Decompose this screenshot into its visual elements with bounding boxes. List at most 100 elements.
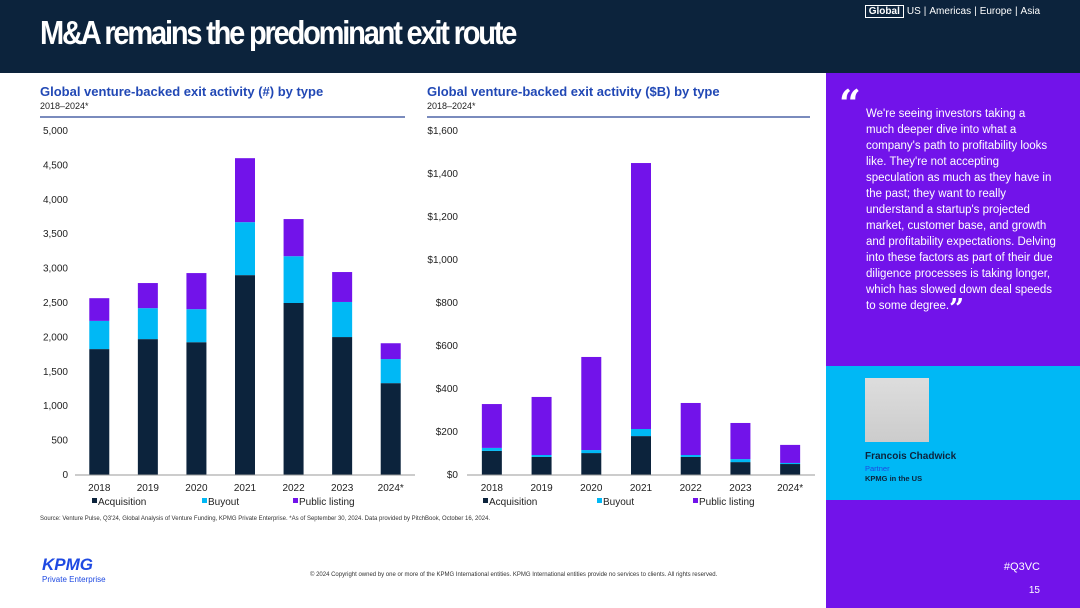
x-tick-label: 2018	[481, 483, 504, 494]
bar-segment-public-listing	[780, 444, 801, 463]
bar-segment-acquisition	[380, 383, 401, 475]
author-org: KPMG in the US	[865, 474, 923, 483]
region-global[interactable]: Global	[864, 5, 904, 18]
bar-segment-buyout	[481, 447, 502, 451]
bar-segment-public-listing	[380, 343, 401, 360]
legend-label: Acquisition	[98, 497, 146, 508]
x-tick-label: 2022	[282, 483, 305, 494]
region-europe[interactable]: Europe	[979, 6, 1012, 17]
y-tick-label: 0	[62, 470, 68, 481]
author-name: Francois Chadwick	[865, 451, 957, 462]
legend-label: Buyout	[603, 497, 634, 508]
bar-segment-public-listing	[137, 283, 158, 309]
x-tick-label: 2020	[580, 483, 603, 494]
bar-segment-acquisition	[235, 275, 255, 475]
region-us[interactable]: US	[906, 6, 921, 17]
bar-segment-public-listing	[481, 404, 502, 448]
bar-segment-acquisition	[581, 453, 602, 475]
legend-swatch	[202, 498, 207, 503]
legend-swatch	[483, 498, 488, 503]
chart-count: 0 500 1,000 1,500 2,000 2,500 3,000 3,500 4,000 4…	[43, 126, 415, 508]
bar-segment-public-listing	[332, 272, 353, 302]
x-tick-label: 2019	[530, 483, 553, 494]
bar-segment-public-listing	[581, 356, 602, 451]
y-tick-label: $600	[436, 341, 459, 352]
bar-segment-buyout	[730, 459, 751, 463]
legend-swatch	[597, 498, 602, 503]
x-tick-label: 2023	[729, 483, 752, 494]
y-tick-label: $1,600	[427, 126, 458, 137]
region-americas[interactable]: Americas	[929, 6, 972, 17]
bar-segment-acquisition	[680, 456, 701, 475]
bar-segment-buyout	[332, 301, 353, 338]
y-tick-label: 3,500	[43, 229, 68, 240]
bar-segment-public-listing	[283, 219, 304, 257]
chart2-title: Global venture-backed exit activity ($B)…	[427, 84, 720, 99]
bar-segment-buyout	[680, 455, 701, 457]
legend-label: Public listing	[699, 497, 755, 508]
bar-segment-acquisition	[631, 436, 651, 475]
chart2-subtitle: 2018–2024*	[427, 101, 476, 111]
divider	[427, 116, 810, 118]
bar-segment-buyout	[581, 450, 602, 454]
header: M&A remains the predominant exit route G…	[0, 0, 1080, 73]
x-tick-label: 2022	[680, 483, 703, 494]
x-tick-label: 2023	[331, 483, 354, 494]
bar-segment-acquisition	[332, 337, 353, 475]
legend-swatch	[92, 498, 97, 503]
y-tick-label: $1,200	[427, 212, 458, 223]
copyright: © 2024 Copyright owned by one or more of…	[310, 572, 718, 578]
legend-label: Public listing	[299, 497, 355, 508]
y-tick-label: $1,000	[427, 255, 458, 266]
close-quote-icon: ”	[949, 294, 965, 324]
x-tick-label: 2020	[185, 483, 208, 494]
y-tick-label: $0	[447, 470, 459, 481]
x-tick-label: 2024*	[777, 483, 803, 494]
bar-segment-acquisition	[531, 456, 552, 475]
y-tick-label: 500	[51, 436, 68, 447]
page-number: 15	[1028, 585, 1040, 596]
y-tick-label: 3,000	[43, 264, 68, 275]
y-tick-label: $1,400	[427, 169, 458, 180]
author-role: Partner	[865, 464, 890, 473]
legend-label: Acquisition	[489, 497, 537, 508]
bar-segment-public-listing	[89, 298, 110, 321]
bar-segment-acquisition	[186, 342, 207, 475]
y-tick-label: 2,500	[43, 298, 68, 309]
bar-segment-public-listing	[531, 396, 552, 456]
bar-segment-buyout	[186, 309, 207, 343]
bar-segment-acquisition	[89, 349, 110, 475]
region-nav: Global US | Americas | Europe | Asia	[864, 5, 1040, 18]
bar-segment-public-listing	[235, 158, 255, 223]
y-tick-label: $400	[436, 384, 459, 395]
bar-segment-public-listing	[186, 273, 207, 310]
y-tick-label: $800	[436, 298, 459, 309]
x-tick-label: 2024*	[378, 483, 404, 494]
hashtag: #Q3VC	[1003, 561, 1040, 573]
y-tick-label: 2,000	[43, 332, 68, 343]
bar-segment-acquisition	[283, 303, 304, 475]
legend-swatch	[693, 498, 698, 503]
region-asia[interactable]: Asia	[1020, 6, 1040, 17]
legend-swatch	[293, 498, 298, 503]
page-title: M&A remains the predominant exit route	[40, 14, 517, 51]
quote-panel: “ We're seeing investors taking a much d…	[826, 73, 1080, 608]
bar-segment-public-listing	[730, 422, 751, 460]
open-quote-icon: “	[839, 81, 861, 126]
bar-segment-buyout	[235, 222, 255, 276]
y-tick-label: 4,000	[43, 195, 68, 206]
y-tick-label: 1,000	[43, 401, 68, 412]
x-tick-label: 2021	[630, 483, 653, 494]
x-tick-label: 2019	[137, 483, 160, 494]
source-note: Source: Venture Pulse, Q3'24, Global Ana…	[40, 516, 491, 522]
bar-segment-buyout	[89, 320, 110, 350]
bar-segment-acquisition	[730, 462, 751, 475]
bar-segment-buyout	[780, 462, 801, 465]
bar-segment-acquisition	[137, 339, 158, 475]
chart1-title: Global venture-backed exit activity (#) …	[40, 84, 324, 99]
bar-segment-public-listing	[680, 402, 701, 456]
bar-segment-acquisition	[780, 464, 801, 475]
kpmg-logo: KPMG Private Enterprise	[42, 555, 106, 584]
bar-segment-buyout	[631, 428, 651, 437]
divider	[40, 116, 405, 118]
